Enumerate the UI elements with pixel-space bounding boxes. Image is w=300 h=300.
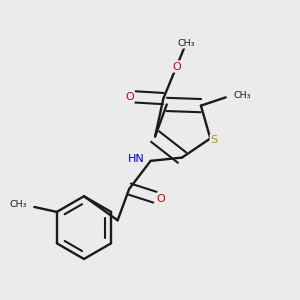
Text: CH₃: CH₃ xyxy=(177,39,195,48)
Text: O: O xyxy=(172,61,181,71)
Text: S: S xyxy=(211,135,218,145)
Text: CH₃: CH₃ xyxy=(234,91,251,100)
Text: HN: HN xyxy=(128,154,145,164)
Text: CH₃: CH₃ xyxy=(10,200,27,209)
Text: O: O xyxy=(157,194,165,204)
Text: O: O xyxy=(125,92,134,102)
